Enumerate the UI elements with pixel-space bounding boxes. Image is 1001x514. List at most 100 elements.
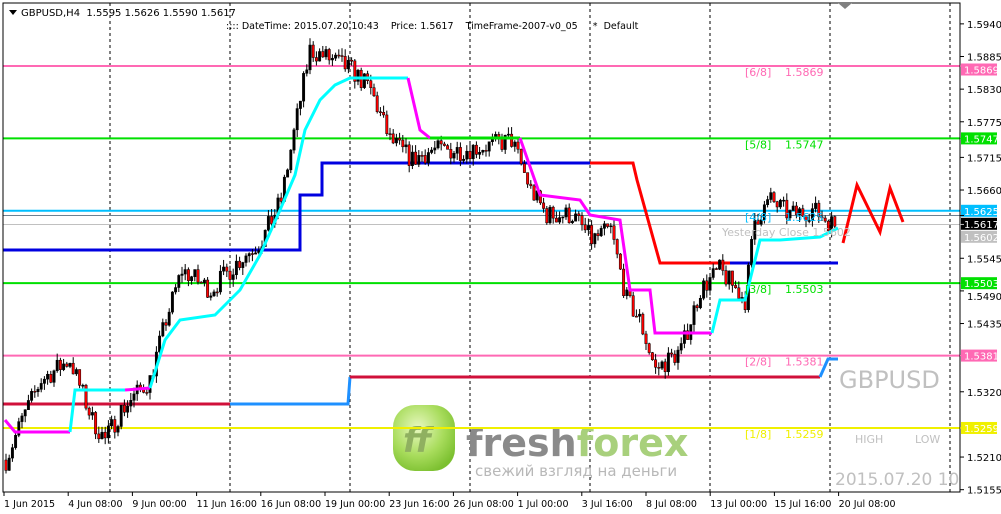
candle-body [577,213,581,216]
candle-body [254,252,258,255]
candle-body [791,205,795,211]
price-axis[interactable]: 1.5940 1.5885 1.5869 1.5830 1.5775 1.5747 1.57… [959,3,1001,497]
candle-body [801,208,805,217]
price-label-text: 1.5381 [964,352,999,363]
candle-body [7,457,11,471]
candle-body [670,352,674,355]
candle-body [558,217,562,223]
candle-body [756,220,760,225]
candle-body [113,419,117,433]
price-label-text: 1.5869 [964,66,999,77]
candle-body [321,51,325,58]
candle-body [439,140,443,145]
candle-body [244,255,248,263]
candle-body [673,353,677,363]
price-tick-label: 1.5885 [967,53,1001,64]
candle-body [49,373,53,383]
candle-body [327,49,331,61]
candle-body [794,205,798,215]
candle-body [609,225,613,228]
trailing-line-segment [148,76,408,389]
time-axis[interactable]: 1 Jun 2015 4 Jun 08:00 9 Jun 00:00 11 Jun 1… [3,492,896,510]
candle-body [724,270,728,285]
candle-body [234,260,238,276]
candle-body [23,409,27,417]
candle-body [206,279,210,298]
shift-marker-icon[interactable] [838,3,852,9]
candle-body [663,361,667,373]
level-tag: [3/8] [745,283,771,296]
candle-body [14,435,18,448]
candle-body [734,285,738,289]
level-price: 1.5381 [785,356,824,369]
price-tick-label: 1.5715 [967,153,1001,164]
price-label-box [961,63,997,76]
candle-body [209,295,213,298]
candle-body [78,369,82,386]
candle-body [126,405,130,413]
candle-body [202,279,206,283]
time-tick-label: 1 Jun 2015 [4,499,55,510]
candle-body [417,155,421,165]
candle-body [330,57,334,61]
candle-body [618,253,622,270]
candle-body [398,137,402,141]
candle-body [414,151,418,165]
candle-body [782,199,786,202]
candle-body [551,206,555,219]
time-tick-label: 19 Jun 00:00 [325,499,385,510]
candle-body [682,330,686,344]
candle-body [145,392,149,394]
level-tag: [1/8] [745,428,771,441]
candle-body [654,359,658,368]
candle-body [167,311,171,326]
indicator-info: :::: DateTime: 2015.07.20 10:43 Price: 1… [226,21,639,32]
time-tick-label: 1 Jul 00:00 [518,499,569,510]
time-tick-label: 4 Jun 08:00 [68,499,122,510]
candle-body [503,134,507,150]
candle-body [750,239,754,266]
candle-body [474,144,478,155]
candle-body [762,204,766,221]
candle-body [71,362,75,375]
candle-body [625,289,629,296]
candle-body [94,412,98,435]
candle-body [58,359,62,370]
price-label-box [961,230,997,243]
candle-body [679,343,683,351]
price-label-text: 1.5602 [964,233,999,244]
candle-body [183,269,187,275]
candle-body [305,69,309,74]
candle-body [292,129,296,151]
candle-body [644,333,648,344]
trailing-line-segment [124,386,151,392]
candle-body [737,287,741,299]
candle-body [231,274,235,280]
candle-body [570,220,574,224]
candle-body [116,426,120,433]
level-price: 1.5259 [785,428,824,441]
candle-body [561,216,565,219]
candle-body [298,100,302,109]
candle-body [404,144,408,148]
candle-body [218,270,222,293]
candle-body [161,322,165,337]
candle-body [308,44,312,71]
candle-body [548,206,552,224]
price-label-box [961,132,997,145]
logo-icon [393,405,455,471]
candle-body [286,169,290,178]
yesterday-close-label: Yesterday Close 1.5602 [721,226,851,239]
candle-body [727,270,731,285]
price-label-box [961,217,997,230]
candle-body [452,153,456,159]
candle-body [686,330,690,340]
candle-body [356,69,360,82]
candle-body [423,155,427,164]
candle-body [39,383,43,390]
candle-body [593,233,597,245]
time-tick-label: 20 Jul 08:00 [839,499,896,510]
time-tick-label: 16 Jun 08:00 [261,499,321,510]
collapse-triangle-icon[interactable] [9,10,17,15]
